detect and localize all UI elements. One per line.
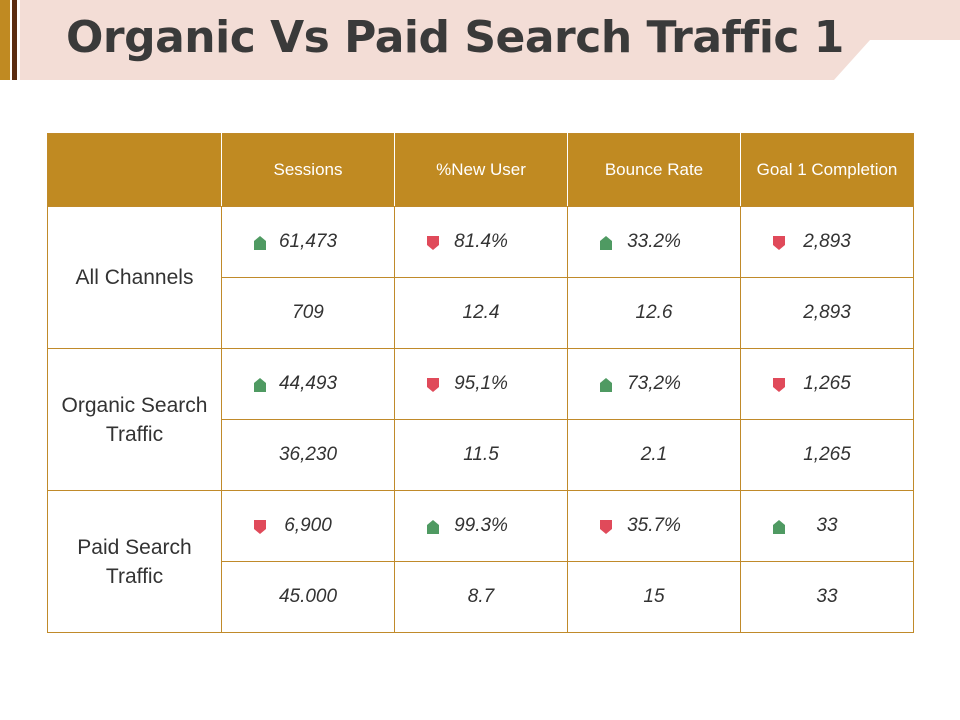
traffic-table: Sessions %New User Bounce Rate Goal 1 Co… bbox=[47, 133, 914, 633]
trend-down-icon bbox=[773, 236, 785, 250]
change-cell: 12.4 bbox=[394, 277, 568, 349]
title-banner: Organic Vs Paid Search Traffic 1 bbox=[0, 0, 960, 80]
change-value: 1,265 bbox=[803, 444, 851, 465]
change-cell: 15 bbox=[567, 561, 741, 633]
metric-value: 61,473 bbox=[278, 231, 338, 252]
change-value: 2,893 bbox=[803, 302, 851, 323]
metric-value: 1,265 bbox=[803, 373, 851, 394]
metric-cell: 73,2% bbox=[567, 348, 741, 420]
metric-value: 35.7% bbox=[627, 515, 681, 536]
change-value: 11.5 bbox=[463, 444, 499, 465]
metric-value: 33 bbox=[816, 515, 838, 536]
trend-up-icon bbox=[773, 520, 785, 534]
table-row: 36,230 11.5 2.1 1,265 bbox=[48, 419, 914, 491]
row-label: All Channels bbox=[47, 206, 222, 349]
metric-value: 99.3% bbox=[454, 515, 508, 536]
header-sessions: Sessions bbox=[221, 133, 395, 207]
row-label: Paid Search Traffic bbox=[47, 490, 222, 633]
metric-cell: 1,265 bbox=[740, 348, 914, 420]
table-row: 45.000 8.7 15 33 bbox=[48, 561, 914, 633]
trend-up-icon bbox=[600, 378, 612, 392]
change-value: 709 bbox=[292, 302, 324, 323]
change-value: 8.7 bbox=[467, 586, 495, 607]
trend-down-icon bbox=[427, 236, 439, 250]
metric-cell: 2,893 bbox=[740, 206, 914, 278]
table-header-row: Sessions %New User Bounce Rate Goal 1 Co… bbox=[47, 133, 914, 207]
row-label-text: Organic Search Traffic bbox=[61, 393, 208, 446]
change-cell: 1,265 bbox=[740, 419, 914, 491]
change-cell: 11.5 bbox=[394, 419, 568, 491]
metric-cell: 99.3% bbox=[394, 490, 568, 562]
metric-value: 95,1% bbox=[454, 373, 508, 394]
header-new-user: %New User bbox=[394, 133, 568, 207]
header-goal-completion: Goal 1 Completion bbox=[740, 133, 914, 207]
change-cell: 2,893 bbox=[740, 277, 914, 349]
metric-cell: 33.2% bbox=[567, 206, 741, 278]
header-bounce-rate: Bounce Rate bbox=[567, 133, 741, 207]
metric-value: 6,900 bbox=[284, 515, 332, 536]
change-value: 33 bbox=[816, 586, 838, 607]
change-cell: 12.6 bbox=[567, 277, 741, 349]
metric-value: 33.2% bbox=[627, 231, 681, 252]
trend-down-icon bbox=[254, 520, 266, 534]
trend-down-icon bbox=[773, 378, 785, 392]
trend-down-icon bbox=[600, 520, 612, 534]
change-value: 45.000 bbox=[278, 586, 338, 607]
row-label-text: All Channels bbox=[75, 266, 194, 289]
change-cell: 36,230 bbox=[221, 419, 395, 491]
change-cell: 709 bbox=[221, 277, 395, 349]
table-row: Paid Search Traffic 6,900 99.3% 35.7% 33 bbox=[47, 490, 914, 633]
change-value: 15 bbox=[643, 586, 665, 607]
table-row: Organic Search Traffic 44,493 95,1% 73,2% 1,… bbox=[47, 348, 914, 491]
title-banner-shape bbox=[0, 0, 960, 80]
change-cell: 2.1 bbox=[567, 419, 741, 491]
page-title: Organic Vs Paid Search Traffic 1 bbox=[66, 12, 844, 63]
row-label-text: Paid Search Traffic bbox=[77, 535, 192, 588]
metric-value: 2,893 bbox=[803, 231, 851, 252]
trend-up-icon bbox=[254, 236, 266, 250]
trend-down-icon bbox=[427, 378, 439, 392]
change-cell: 45.000 bbox=[221, 561, 395, 633]
metric-value: 81.4% bbox=[454, 231, 508, 252]
metric-cell: 33 bbox=[740, 490, 914, 562]
trend-up-icon bbox=[427, 520, 439, 534]
change-value: 2.1 bbox=[640, 444, 668, 465]
metric-cell: 44,493 bbox=[221, 348, 395, 420]
trend-up-icon bbox=[600, 236, 612, 250]
change-value: 12.6 bbox=[635, 302, 673, 323]
metric-cell: 35.7% bbox=[567, 490, 741, 562]
metric-cell: 6,900 bbox=[221, 490, 395, 562]
change-value: 12.4 bbox=[462, 302, 500, 323]
trend-up-icon bbox=[254, 378, 266, 392]
change-cell: 8.7 bbox=[394, 561, 568, 633]
metric-cell: 61,473 bbox=[221, 206, 395, 278]
metric-value: 73,2% bbox=[627, 373, 681, 394]
header-cell-empty bbox=[47, 133, 222, 207]
table-row: All Channels 61,473 81.4% 33.2% 2,893 bbox=[47, 206, 914, 349]
metric-cell: 81.4% bbox=[394, 206, 568, 278]
row-label: Organic Search Traffic bbox=[47, 348, 222, 491]
change-value: 36,230 bbox=[278, 444, 338, 465]
metric-cell: 95,1% bbox=[394, 348, 568, 420]
metric-value: 44,493 bbox=[278, 373, 338, 394]
table-row: 709 12.4 12.6 2,893 bbox=[48, 277, 914, 349]
change-cell: 33 bbox=[740, 561, 914, 633]
